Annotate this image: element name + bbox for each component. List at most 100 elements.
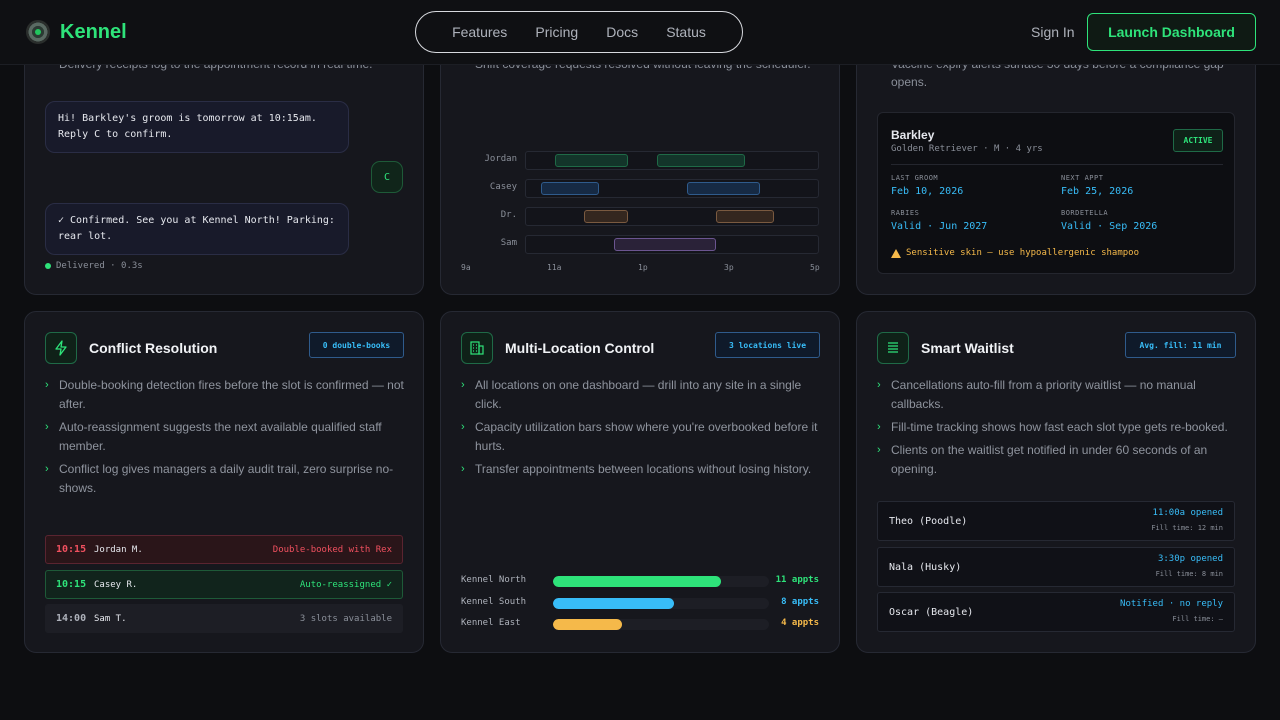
staff-label-sam: Sam bbox=[500, 238, 517, 248]
launch-dashboard-button[interactable]: Launch Dashboard bbox=[1087, 13, 1256, 51]
list-item: All locations on one dashboard — drill i… bbox=[461, 376, 821, 414]
metric-badge: 0 double-books bbox=[309, 332, 404, 358]
list-item: Conflict log gives managers a daily audi… bbox=[45, 460, 405, 498]
schedule-row-sam[interactable] bbox=[525, 235, 819, 254]
nav-link-features[interactable]: Features bbox=[452, 24, 508, 40]
card-description-line2: opens. bbox=[891, 75, 928, 89]
delivery-status-text: Delivered · 0.3s bbox=[56, 261, 143, 271]
capacity-bar-east[interactable] bbox=[553, 619, 769, 630]
nav-link-docs[interactable]: Docs bbox=[606, 24, 639, 40]
metric-badge: Avg. fill: 11 min bbox=[1125, 332, 1236, 358]
pet-name: Barkley bbox=[891, 128, 935, 142]
nav-link-status[interactable]: Status bbox=[666, 24, 706, 40]
sms-confirmation-bubble: ✓ Confirmed. See you at Kennel North! Pa… bbox=[45, 203, 349, 255]
building-icon bbox=[461, 332, 493, 364]
field-label: BORDETELLA bbox=[1061, 209, 1109, 217]
multi-location-card: Multi-Location Control 3 locations live … bbox=[440, 311, 840, 653]
staff-label-dr: Dr. bbox=[500, 210, 517, 220]
pet-record[interactable]: Barkley Golden Retriever · M · 4 yrs ACT… bbox=[877, 112, 1235, 274]
feature-list: All locations on one dashboard — drill i… bbox=[461, 376, 821, 483]
sms-outgoing-bubble: Hi! Barkley's groom is tomorrow at 10:15… bbox=[45, 101, 349, 153]
staff-label-jordan: Jordan bbox=[484, 154, 517, 164]
pet-breed: Golden Retriever · M · 4 yrs bbox=[891, 144, 1043, 154]
field-value: Valid · Jun 2027 bbox=[891, 221, 988, 232]
schedule-row-casey[interactable] bbox=[525, 179, 819, 198]
staff-name: Sam T. bbox=[94, 613, 127, 624]
client-name: Oscar (Beagle) bbox=[889, 607, 974, 618]
field-label: RABIES bbox=[891, 209, 920, 217]
time-tick: 1p bbox=[638, 263, 648, 272]
status-badge: ACTIVE bbox=[1173, 129, 1223, 152]
sign-in-link[interactable]: Sign In bbox=[1031, 24, 1075, 40]
capacity-bar-south[interactable] bbox=[553, 598, 769, 609]
time-tick: 11a bbox=[547, 263, 562, 272]
capacity-fill bbox=[553, 598, 674, 609]
staff-schedule-card: Shift coverage requests resolved without… bbox=[440, 20, 840, 295]
capacity-fill bbox=[553, 576, 722, 587]
brand[interactable]: Kennel bbox=[26, 20, 127, 44]
schedule-row-jordan[interactable] bbox=[525, 151, 819, 170]
fill-time: Fill time: 12 min bbox=[1151, 524, 1223, 532]
list-item: Cancellations auto-fill from a priority … bbox=[877, 376, 1237, 414]
location-name: Kennel South bbox=[461, 597, 527, 607]
time-tick: 9a bbox=[461, 263, 471, 272]
location-name: Kennel North bbox=[461, 575, 527, 585]
location-appts: 8 appts bbox=[781, 597, 819, 607]
list-item: Capacity utilization bars show where you… bbox=[461, 418, 821, 456]
waitlist-row[interactable]: Theo (Poodle) 11:00a opened Fill time: 1… bbox=[877, 501, 1235, 541]
shift-block[interactable] bbox=[584, 210, 628, 223]
location-name: Kennel East bbox=[461, 618, 521, 628]
shift-block[interactable] bbox=[657, 154, 745, 167]
conflict-row[interactable]: 14:00 Sam T. 3 slots available bbox=[45, 604, 403, 633]
shift-block[interactable] bbox=[541, 182, 599, 195]
delivery-status: Delivered · 0.3s bbox=[45, 261, 143, 271]
conflict-row[interactable]: 10:15 Jordan M. Double-booked with Rex bbox=[45, 535, 403, 564]
warning-icon bbox=[891, 248, 901, 258]
field-value: Feb 25, 2026 bbox=[1061, 186, 1134, 197]
divider bbox=[891, 164, 1223, 165]
schedule-row-dr[interactable] bbox=[525, 207, 819, 226]
slot-time: 10:15 bbox=[56, 544, 87, 555]
conflict-resolution-card: Conflict Resolution 0 double-books Doubl… bbox=[24, 311, 424, 653]
kennel-logo-icon bbox=[26, 20, 50, 44]
capacity-fill bbox=[553, 619, 623, 630]
slot-status: 11:00a opened bbox=[1152, 508, 1223, 518]
list-icon bbox=[877, 332, 909, 364]
waitlist-row[interactable]: Nala (Husky) 3:30p opened Fill time: 8 m… bbox=[877, 547, 1235, 587]
card-title: Smart Waitlist bbox=[921, 340, 1014, 356]
field-value: Feb 10, 2026 bbox=[891, 186, 964, 197]
card-title: Multi-Location Control bbox=[505, 340, 655, 356]
nav-links: Features Pricing Docs Status bbox=[415, 11, 743, 53]
fill-time: Fill time: — bbox=[1172, 615, 1223, 623]
card-title: Conflict Resolution bbox=[89, 340, 218, 356]
capacity-bar-north[interactable] bbox=[553, 576, 769, 587]
feature-list: Double-booking detection fires before th… bbox=[45, 376, 405, 502]
shift-block[interactable] bbox=[687, 182, 760, 195]
brand-name: Kennel bbox=[60, 20, 127, 43]
conflict-row[interactable]: 10:15 Casey R. Auto-reassigned ✓ bbox=[45, 570, 403, 599]
conflict-note: 3 slots available bbox=[299, 613, 392, 624]
shift-block[interactable] bbox=[716, 210, 774, 223]
field-value: Valid · Sep 2026 bbox=[1061, 221, 1158, 232]
staff-label-casey: Casey bbox=[489, 182, 517, 192]
waitlist-row[interactable]: Oscar (Beagle) Notified · no reply Fill … bbox=[877, 592, 1235, 632]
feature-list: Cancellations auto-fill from a priority … bbox=[877, 376, 1237, 483]
conflict-note: Auto-reassigned ✓ bbox=[299, 579, 392, 590]
care-warning-text: Sensitive skin — use hypoallergenic sham… bbox=[906, 248, 1139, 258]
client-name: Nala (Husky) bbox=[889, 562, 962, 573]
slot-status: 3:30p opened bbox=[1157, 554, 1223, 564]
staff-name: Casey R. bbox=[94, 579, 138, 590]
shift-block[interactable] bbox=[614, 238, 716, 251]
time-tick: 5p bbox=[810, 263, 820, 272]
list-item: Clients on the waitlist get notified in … bbox=[877, 441, 1237, 479]
client-name: Theo (Poodle) bbox=[889, 516, 968, 527]
slot-time: 10:15 bbox=[56, 579, 87, 590]
list-item: Fill-time tracking shows how fast each s… bbox=[877, 418, 1237, 437]
field-label: LAST GROOM bbox=[891, 174, 939, 182]
nav-link-pricing[interactable]: Pricing bbox=[535, 24, 579, 40]
shift-block[interactable] bbox=[555, 154, 628, 167]
list-item: Auto-reassignment suggests the next avai… bbox=[45, 418, 405, 456]
smart-waitlist-card: Smart Waitlist Avg. fill: 11 min Cancell… bbox=[856, 311, 1256, 653]
location-appts: 4 appts bbox=[781, 618, 819, 628]
pet-profile-card: Vaccine expiry alerts surface 30 days be… bbox=[856, 20, 1256, 295]
